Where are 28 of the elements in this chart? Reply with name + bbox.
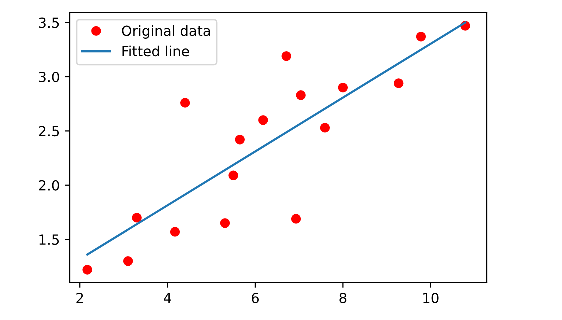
point [282, 52, 292, 62]
y-tick-label: 1.5 [40, 234, 60, 246]
point [416, 32, 426, 42]
point [235, 135, 245, 145]
point [296, 90, 306, 100]
point [123, 256, 134, 266]
x-tick-label: 6 [252, 292, 260, 304]
point [258, 115, 268, 126]
point [291, 214, 302, 224]
point [82, 265, 92, 275]
y-tick-label: 2.5 [39, 126, 60, 137]
legend-label: Original data [122, 26, 210, 39]
legend-label: Fitted line [122, 46, 190, 57]
point [220, 218, 230, 228]
point [132, 213, 142, 223]
x-tick-label: 4 [164, 293, 172, 304]
x-tick-label: 10 [424, 292, 439, 304]
x-tick-label: 8 [340, 292, 347, 304]
point [170, 227, 180, 237]
y-tick-label: 3.0 [39, 72, 60, 82]
point [228, 170, 238, 181]
point [320, 123, 330, 133]
point [180, 98, 190, 108]
y-tick-label: 3.5 [39, 18, 60, 28]
x-tick-label: 2 [76, 292, 84, 304]
point [338, 82, 348, 93]
point [394, 78, 404, 88]
y-tick-label: 2.0 [39, 180, 60, 191]
